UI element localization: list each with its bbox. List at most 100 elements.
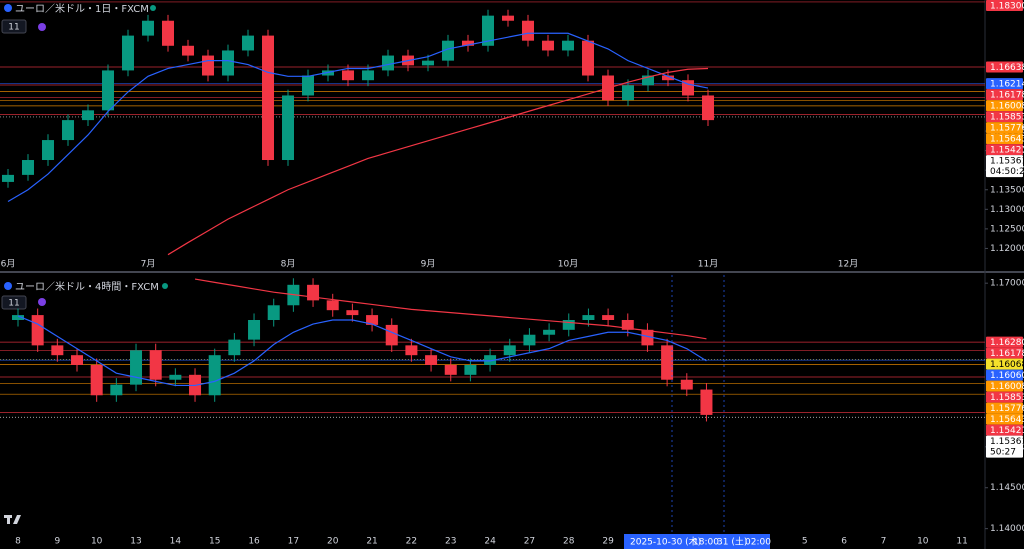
price-tag-label: 1.15361: [990, 437, 1024, 447]
candle-body: [130, 350, 143, 385]
candle-body: [385, 324, 398, 346]
x-tick-label: 10: [91, 537, 103, 547]
price-tag-box: [986, 380, 1023, 392]
price-tag-label: 1.15361: [990, 156, 1024, 166]
price-tag-label: 1.15421: [990, 426, 1024, 436]
price-tag-box: [986, 402, 1023, 414]
indicator-icon[interactable]: [38, 298, 46, 306]
candle-body: [680, 379, 693, 390]
candle-body: [110, 384, 123, 396]
crosshair-label: 2025-10-30 (木): [630, 536, 701, 548]
badge[interactable]: 11: [8, 23, 19, 33]
x-tick-label: 6月: [1, 259, 16, 270]
candle-body: [700, 389, 713, 415]
x-tick-label: 9月: [421, 259, 436, 270]
chart-title: ユーロ／米ドル・1日・FXCM: [15, 2, 149, 15]
x-tick-label: 15: [209, 537, 220, 547]
x-tick-label: 22: [406, 537, 417, 547]
x-tick-label: 8月: [281, 259, 296, 270]
price-tag-box: [986, 358, 1023, 370]
logo-part: [7, 515, 10, 524]
candle-body: [502, 15, 514, 21]
candle-body: [149, 350, 162, 380]
badge[interactable]: 11: [8, 299, 19, 309]
price-tag-box: [986, 144, 1023, 156]
candle-body: [2, 174, 14, 182]
x-tick-label: 14: [170, 537, 182, 547]
x-tick-label: 11月: [698, 259, 718, 270]
candle-body: [444, 365, 457, 375]
crosshair: 2025-10-30 (木) 18:00 31 (土) 02:00: [624, 275, 771, 549]
candle-body: [582, 315, 595, 320]
indicator-icon[interactable]: [38, 23, 46, 31]
price-tag-box: [986, 413, 1023, 425]
y-tick-label: 1.13500: [990, 185, 1024, 195]
price-tag-timer: 50:27: [990, 448, 1016, 458]
price-tag-box: [986, 100, 1023, 112]
x-tick-label: 23: [445, 537, 456, 547]
candle-body: [661, 345, 674, 380]
price-tag-box: [986, 111, 1023, 123]
candle-body: [51, 345, 64, 356]
candle-body: [602, 315, 615, 320]
x-tick-label: 16: [248, 537, 260, 547]
ma-line: [194, 278, 707, 340]
candle-body: [702, 95, 714, 121]
candle-body: [543, 329, 556, 335]
price-tag-box: [986, 89, 1023, 101]
candle-body: [169, 374, 182, 380]
candle-body: [242, 35, 254, 51]
price-tag-box: [986, 347, 1023, 359]
candle-body: [582, 40, 594, 76]
status-dot: [150, 5, 156, 11]
candle-body: [71, 355, 84, 365]
candle-body: [642, 75, 654, 86]
logo-part: [13, 515, 21, 524]
candle-body: [682, 80, 694, 96]
candle-body: [425, 355, 438, 365]
chart-title: ユーロ／米ドル・4時間・FXCM: [15, 280, 159, 293]
price-tag-label: 1.15853: [990, 393, 1024, 403]
y-tick-label: 1.14500: [990, 483, 1024, 493]
candle-body: [562, 40, 574, 51]
candle-body: [12, 315, 24, 320]
y-tick-label: 1.13000: [990, 205, 1024, 215]
x-tick-label: 5: [802, 537, 808, 547]
candle-body: [482, 15, 494, 46]
x-tick-label: 20: [327, 537, 339, 547]
y-tick-label: 1.17000: [990, 279, 1024, 289]
candle-body: [562, 320, 575, 330]
candle-body: [182, 45, 194, 56]
symbol-icon: [4, 282, 12, 290]
x-tick-label: 27: [524, 537, 535, 547]
header-bottom: ユーロ／米ドル・4時間・FXCM 11: [1, 280, 168, 310]
x-tick-label: 24: [484, 537, 496, 547]
x-tick-label: 28: [563, 537, 575, 547]
price-tag-box: [986, 78, 1023, 90]
candle-body: [282, 95, 294, 161]
candle-body: [442, 40, 454, 61]
candle-body: [122, 35, 134, 71]
price-tag-label: 1.16178: [990, 90, 1024, 100]
price-tag-box: [986, 133, 1023, 145]
price-tag-label: 1.16060: [990, 371, 1024, 381]
candle-body: [162, 20, 174, 46]
candle-body: [462, 40, 474, 46]
candle-body: [346, 310, 359, 316]
x-tick-label: 10: [917, 537, 929, 547]
crosshair-label-box: [624, 534, 770, 549]
price-tag-box: [986, 391, 1023, 403]
candle-body: [262, 35, 274, 161]
ma-line: [167, 67, 709, 256]
price-tag-box: [986, 424, 1023, 436]
candle-body: [523, 334, 536, 346]
candle-body: [248, 320, 261, 340]
status-dot: [162, 283, 168, 289]
badge-box[interactable]: [1, 295, 27, 310]
candle-body: [484, 355, 497, 365]
ma-line: [17, 315, 707, 387]
price-tag-box: [986, 0, 1023, 11]
badge-box[interactable]: [1, 19, 27, 34]
